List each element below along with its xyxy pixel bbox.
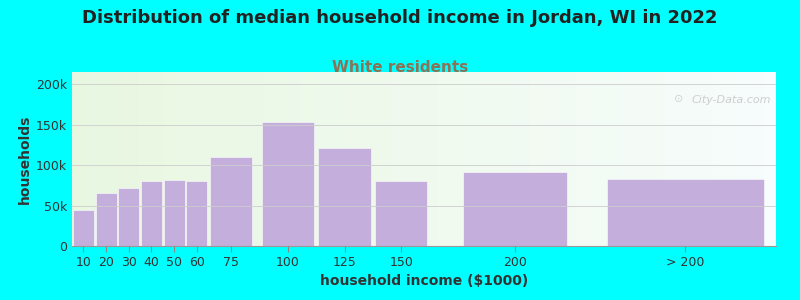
Bar	[164, 180, 185, 246]
Text: White residents: White residents	[332, 60, 468, 75]
Bar	[318, 148, 370, 246]
Y-axis label: households: households	[18, 114, 32, 204]
Bar	[118, 188, 139, 246]
Bar	[262, 122, 314, 246]
Text: City-Data.com: City-Data.com	[691, 94, 771, 105]
Bar	[462, 172, 567, 246]
Bar	[210, 157, 252, 246]
Bar	[141, 181, 162, 246]
X-axis label: household income ($1000): household income ($1000)	[320, 274, 528, 288]
Bar	[607, 179, 763, 246]
Bar	[96, 194, 117, 246]
Bar	[73, 210, 94, 246]
Text: Distribution of median household income in Jordan, WI in 2022: Distribution of median household income …	[82, 9, 718, 27]
Text: ⊙: ⊙	[674, 94, 683, 104]
Bar	[375, 181, 427, 246]
Bar	[186, 181, 207, 246]
